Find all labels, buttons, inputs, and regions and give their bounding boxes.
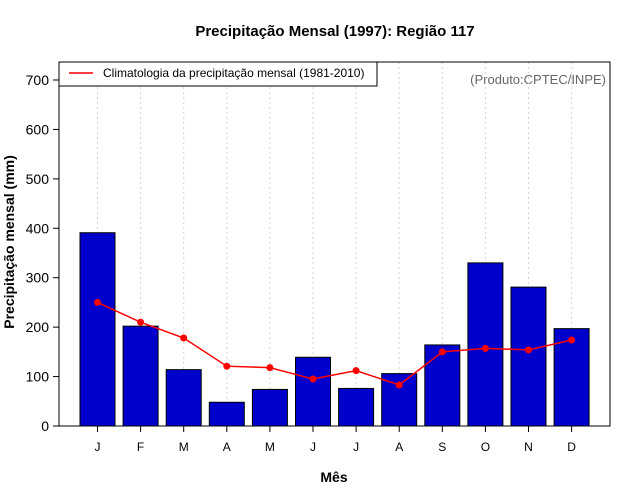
- y-tick-label: 300: [26, 270, 50, 286]
- chart-title: Precipitação Mensal (1997): Região 117: [195, 23, 474, 40]
- climatology-line: [97, 301, 572, 386]
- bar-9: [467, 262, 504, 427]
- climatology-point-2: [180, 334, 188, 342]
- bar-0: [79, 232, 116, 427]
- credit-annotation: (Produto:CPTEC/INPE): [470, 72, 606, 87]
- climatology-point-1: [137, 318, 145, 326]
- x-tick-label: O: [481, 440, 490, 454]
- climatology-point-11: [568, 336, 576, 344]
- y-tick-label: 400: [26, 220, 50, 236]
- climatology-point-5: [309, 375, 317, 383]
- bar-2: [165, 369, 202, 427]
- y-tick-label: 700: [26, 72, 50, 88]
- x-tick-label: J: [95, 440, 101, 454]
- climatology-point-7: [395, 381, 403, 389]
- bar-10: [510, 286, 547, 427]
- legend: Climatologia da precipitação mensal (198…: [58, 61, 378, 87]
- x-tick-label: M: [179, 440, 189, 454]
- x-tick-label: A: [223, 440, 231, 454]
- bar-series: [79, 232, 590, 427]
- climatology-point-10: [525, 346, 532, 354]
- y-axis-title: Precipitação mensal (mm): [1, 155, 17, 329]
- legend-entry: Climatologia da precipitação mensal (198…: [103, 66, 364, 80]
- bar-1: [122, 325, 159, 427]
- x-tick-label: J: [310, 440, 316, 454]
- x-axis-title: Mês: [320, 469, 347, 485]
- bar-4: [251, 388, 288, 427]
- climatology-point-3: [223, 362, 231, 370]
- grid: [97, 62, 573, 426]
- climatology-point-4: [266, 364, 274, 372]
- y-tick-label: 0: [41, 418, 49, 434]
- bar-8: [424, 344, 461, 427]
- x-tick-label: S: [438, 440, 446, 454]
- bar-5: [295, 356, 331, 427]
- bar-6: [338, 387, 375, 427]
- x-tick-label: F: [137, 440, 144, 454]
- climatology-point-8: [438, 348, 446, 356]
- x-tick-label: A: [395, 440, 403, 454]
- x-tick-label: M: [265, 440, 275, 454]
- y-tick-label: 100: [26, 369, 50, 385]
- bar-3: [208, 401, 245, 427]
- climatology-point-0: [94, 298, 101, 306]
- y-tick-label: 600: [26, 121, 50, 137]
- climatology-point-9: [481, 344, 489, 352]
- y-tick-label: 200: [26, 319, 50, 335]
- axes: 0 100 200 300 400 500 600 700 J F M A M J J A S O N D: [26, 72, 577, 454]
- legend-box: [58, 61, 378, 87]
- y-tick-label: 500: [26, 171, 50, 187]
- x-tick-label: J: [353, 440, 359, 454]
- x-tick-label: D: [567, 440, 576, 454]
- climatology-series: [94, 298, 576, 389]
- x-tick-label: N: [524, 440, 533, 454]
- climatology-point-6: [352, 367, 360, 375]
